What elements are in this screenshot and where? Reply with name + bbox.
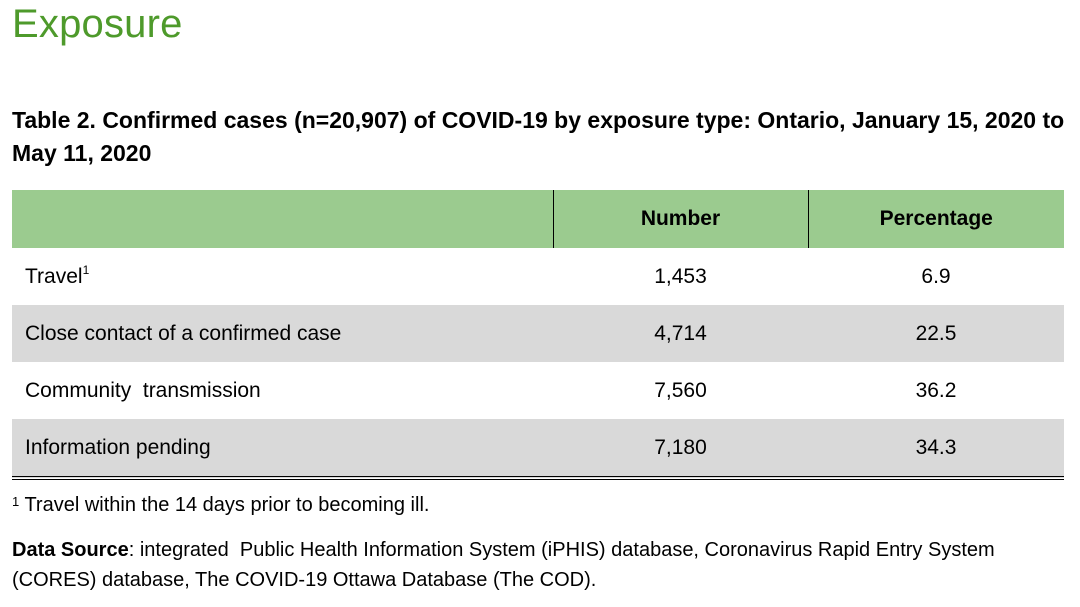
table-caption: Table 2. Confirmed cases (n=20,907) of C… <box>12 107 1065 166</box>
exposure-type-cell: Close contact of a confirmed case <box>12 305 553 362</box>
footnote-marker: 1 <box>12 494 20 509</box>
number-cell: 1,453 <box>654 264 707 288</box>
exposure-type-cell: Community transmission <box>12 362 553 419</box>
percentage-cell: 22.5 <box>808 305 1064 362</box>
exposure-type-label: Close contact of a confirmed case <box>25 321 342 345</box>
table-row: Close contact of a confirmed case 4,714 … <box>12 305 1064 362</box>
table-row: Information pending 7,180 34.3 <box>12 419 1064 480</box>
column-header-number: Number <box>552 190 808 248</box>
footnote-marker: 1 <box>82 262 90 277</box>
column-header-type <box>12 190 553 248</box>
table-footnote: 1 Travel within the 14 days prior to bec… <box>12 494 429 517</box>
column-header-percentage: Percentage <box>807 190 1064 248</box>
exposure-type-cell: Travel1 <box>12 248 553 305</box>
exposure-type-label: Community transmission <box>25 378 261 402</box>
data-source-label: Data Source <box>12 539 129 561</box>
data-source-text: : integrated Public Health Information S… <box>12 539 1001 591</box>
exposure-table: Number Percentage Travel1 1,453 6.9 Clos… <box>12 190 1064 480</box>
number-cell: 4,714 <box>553 305 808 362</box>
number-cell: 7,560 <box>654 378 707 402</box>
table-row: Travel1 1,453 6.9 <box>12 248 1064 305</box>
percentage-cell: 6.9 <box>921 264 951 288</box>
number-cell: 7,180 <box>553 419 808 480</box>
table-header-row: Number Percentage <box>12 190 1064 248</box>
section-heading: Exposure <box>12 2 183 46</box>
exposure-type-label: Travel <box>25 264 83 288</box>
data-source-note: Data Source: integrated Public Health In… <box>12 535 1072 595</box>
exposure-type-label: Information pending <box>25 435 211 459</box>
percentage-cell: 36.2 <box>915 378 957 402</box>
footnote-text: Travel within the 14 days prior to becom… <box>24 494 430 516</box>
exposure-type-cell: Information pending <box>12 419 553 480</box>
percentage-cell: 34.3 <box>808 419 1064 480</box>
table-row: Community transmission 7,560 36.2 <box>12 362 1064 419</box>
